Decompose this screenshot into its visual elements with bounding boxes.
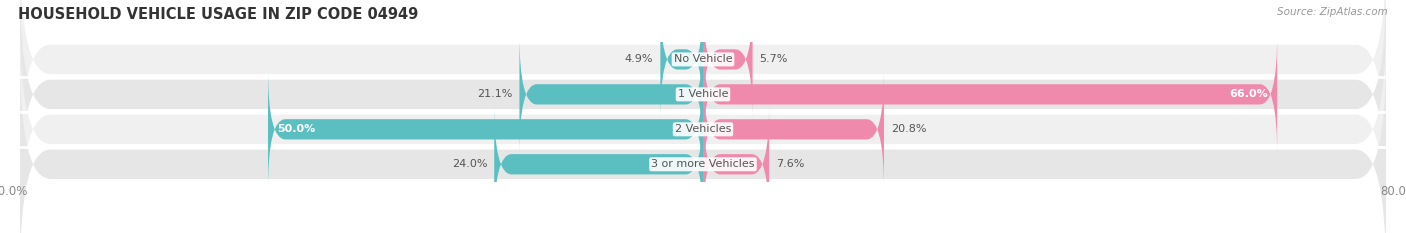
FancyBboxPatch shape	[20, 0, 1386, 167]
FancyBboxPatch shape	[703, 0, 752, 119]
Text: 21.1%: 21.1%	[477, 89, 512, 99]
FancyBboxPatch shape	[703, 104, 769, 224]
Text: 20.8%: 20.8%	[891, 124, 927, 134]
Text: No Vehicle: No Vehicle	[673, 55, 733, 64]
Text: 1 Vehicle: 1 Vehicle	[678, 89, 728, 99]
FancyBboxPatch shape	[703, 69, 884, 189]
FancyBboxPatch shape	[703, 34, 1277, 154]
Text: 7.6%: 7.6%	[776, 159, 804, 169]
Text: 24.0%: 24.0%	[451, 159, 488, 169]
FancyBboxPatch shape	[20, 22, 1386, 233]
Text: 3 or more Vehicles: 3 or more Vehicles	[651, 159, 755, 169]
FancyBboxPatch shape	[269, 69, 703, 189]
Text: 50.0%: 50.0%	[277, 124, 315, 134]
Text: 5.7%: 5.7%	[759, 55, 787, 64]
Text: HOUSEHOLD VEHICLE USAGE IN ZIP CODE 04949: HOUSEHOLD VEHICLE USAGE IN ZIP CODE 0494…	[18, 7, 419, 22]
Text: 4.9%: 4.9%	[624, 55, 654, 64]
FancyBboxPatch shape	[20, 0, 1386, 202]
Text: 2 Vehicles: 2 Vehicles	[675, 124, 731, 134]
FancyBboxPatch shape	[495, 104, 703, 224]
Text: 66.0%: 66.0%	[1230, 89, 1268, 99]
FancyBboxPatch shape	[20, 57, 1386, 233]
FancyBboxPatch shape	[519, 34, 703, 154]
FancyBboxPatch shape	[661, 0, 703, 119]
Text: Source: ZipAtlas.com: Source: ZipAtlas.com	[1277, 7, 1388, 17]
